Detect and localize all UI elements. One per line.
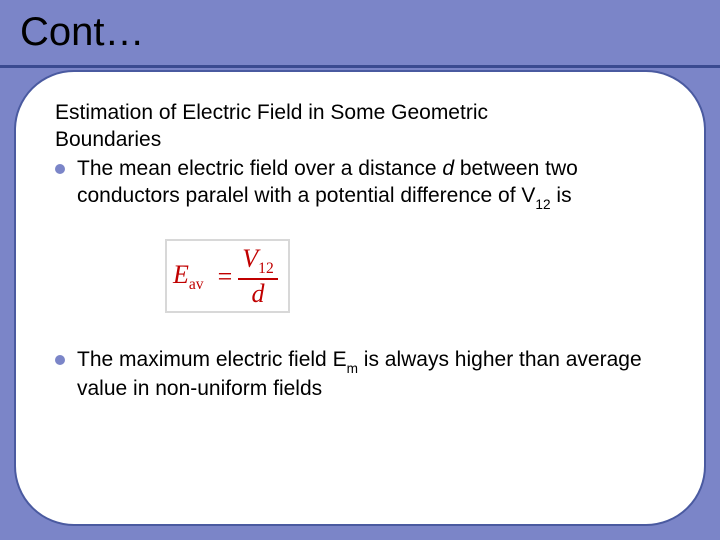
bullet-1-text: The mean electric field over a distance … bbox=[77, 156, 665, 212]
bullet1-post: is bbox=[551, 184, 572, 207]
formula-num-sub: 12 bbox=[258, 260, 274, 277]
formula-num-sym: V bbox=[242, 244, 258, 273]
formula-lhs-sub: av bbox=[189, 276, 204, 293]
title-bar: Cont… bbox=[0, 0, 720, 68]
formula-denominator: d bbox=[248, 280, 269, 307]
formula-eav: Eav = V12 d bbox=[165, 239, 290, 313]
bullet-dot-icon bbox=[55, 355, 65, 365]
formula-lhs-sym: E bbox=[173, 260, 189, 289]
content-area: Estimation of Electric Field in Some Geo… bbox=[55, 100, 665, 403]
bullet-item-2: The maximum electric field Em is always … bbox=[55, 347, 665, 403]
formula-fraction: V12 d bbox=[238, 245, 277, 307]
bullet1-pre: The mean electric field over a distance bbox=[77, 157, 442, 180]
bullet1-sub: 12 bbox=[535, 197, 550, 212]
bullet-dot-icon bbox=[55, 164, 65, 174]
bullet-2-text: The maximum electric field Em is always … bbox=[77, 347, 665, 403]
heading-line-2: Boundaries bbox=[55, 128, 161, 151]
bullet2-sub: m bbox=[347, 361, 358, 376]
heading-line-1: Estimation of Electric Field in Some Geo… bbox=[55, 101, 488, 124]
bullet-item-1: The mean electric field over a distance … bbox=[55, 156, 665, 212]
section-heading: Estimation of Electric Field in Some Geo… bbox=[55, 100, 665, 154]
formula-container: Eav = V12 d bbox=[165, 239, 665, 313]
bullet1-d: d bbox=[442, 157, 454, 180]
slide-title: Cont… bbox=[20, 10, 145, 55]
bullet2-pre: The maximum electric field E bbox=[77, 348, 347, 371]
formula-numerator: V12 bbox=[238, 245, 277, 278]
formula-lhs: Eav bbox=[173, 258, 204, 295]
formula-eq: = bbox=[218, 260, 233, 293]
